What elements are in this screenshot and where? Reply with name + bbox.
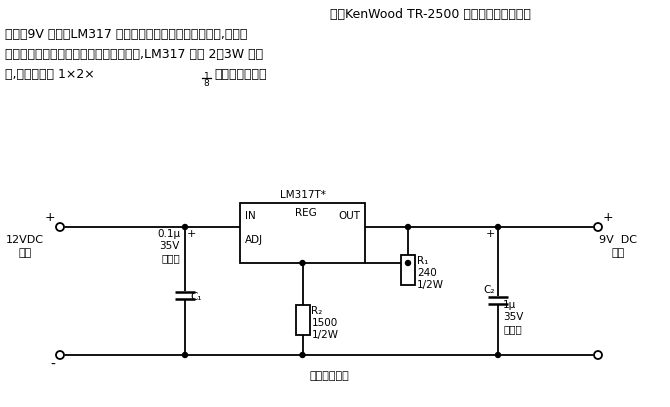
Text: 1: 1	[204, 72, 209, 81]
Text: C₂: C₂	[484, 285, 495, 295]
Text: 12VDC: 12VDC	[6, 235, 44, 245]
Circle shape	[300, 260, 305, 265]
Text: +: +	[603, 211, 614, 224]
Text: OUT: OUT	[338, 211, 360, 221]
Text: 0.1μ: 0.1μ	[157, 229, 180, 239]
Text: +: +	[44, 211, 55, 224]
Text: 35V: 35V	[159, 241, 180, 251]
Text: 钽电容: 钽电容	[161, 253, 180, 263]
Text: 240: 240	[417, 268, 437, 278]
Text: 量,因此要安装 1×2×: 量,因此要安装 1×2×	[5, 68, 94, 81]
Text: 它为KenWood TR-2500 汽车手持无线电收发: 它为KenWood TR-2500 汽车手持无线电收发	[330, 8, 531, 21]
Text: 据你的变换器类型加以考虑。在本电路中,LM317 产生 2～3W 的热: 据你的变换器类型加以考虑。在本电路中,LM317 产生 2～3W 的热	[5, 48, 263, 61]
Circle shape	[496, 225, 500, 230]
Circle shape	[182, 352, 188, 357]
Circle shape	[405, 260, 411, 265]
Text: LM317T*: LM317T*	[279, 190, 326, 200]
Text: R₁: R₁	[417, 256, 428, 266]
Text: 9V  DC: 9V DC	[599, 235, 637, 245]
Text: 英寸的散热器。: 英寸的散热器。	[214, 68, 267, 81]
Text: R₂: R₂	[312, 306, 323, 316]
Bar	[295, 305, 310, 335]
Text: +: +	[187, 229, 196, 239]
Text: ADJ: ADJ	[245, 235, 263, 245]
Text: 1500: 1500	[312, 318, 338, 328]
Text: +: +	[486, 229, 495, 239]
Circle shape	[405, 225, 411, 230]
Circle shape	[496, 352, 500, 357]
Circle shape	[594, 351, 602, 359]
Text: IN: IN	[245, 211, 256, 221]
Text: C₁: C₁	[190, 292, 202, 302]
Text: 1μ: 1μ	[503, 300, 517, 310]
Text: 8: 8	[204, 79, 209, 88]
Text: 输出: 输出	[611, 248, 624, 258]
Circle shape	[594, 223, 602, 231]
Circle shape	[56, 223, 64, 231]
Circle shape	[300, 352, 305, 357]
Text: -: -	[50, 358, 55, 372]
Circle shape	[56, 351, 64, 359]
Text: 1/2W: 1/2W	[312, 330, 338, 340]
Text: 1/2W: 1/2W	[417, 280, 444, 290]
Text: 35V: 35V	[503, 312, 523, 322]
Bar	[240, 203, 365, 263]
Text: 机提供9V 电源。LM317 的安装接头要和它的输出端相连,这要根: 机提供9V 电源。LM317 的安装接头要和它的输出端相连,这要根	[5, 28, 247, 41]
Circle shape	[182, 225, 188, 230]
Text: REG: REG	[295, 208, 316, 218]
Text: ＊使用散热片: ＊使用散热片	[309, 371, 349, 381]
Bar	[401, 255, 415, 285]
Text: 输入: 输入	[18, 248, 31, 258]
Text: 钽电容: 钽电容	[503, 324, 522, 334]
